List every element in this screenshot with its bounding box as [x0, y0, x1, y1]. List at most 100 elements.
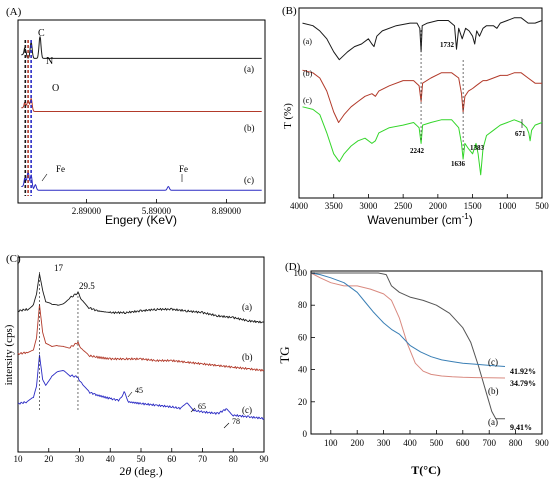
panel-c-annotation-65: 65: [198, 402, 206, 411]
panel-c-45-arrow: [127, 391, 133, 398]
panel-c-annotation-17: 17: [54, 263, 64, 273]
panel-d-xtick-label: 500: [430, 438, 444, 448]
panel-c-series-b-line: [17, 304, 265, 372]
panel-b-annotation-1732: 1732: [440, 41, 455, 49]
panel-c-78-arrow: [223, 422, 230, 429]
panel-b-xtick-label: 1500: [464, 201, 483, 211]
panel-c-y-axis-label: intersity (cps): [3, 324, 15, 385]
panel-d-x-axis-label: T(°C): [411, 463, 440, 477]
panel-b-series-a-label: (a): [303, 37, 312, 46]
panel-b-series-c-line: [302, 106, 543, 176]
panel-a-x-axis-label: Engery (KeV): [105, 213, 177, 227]
panel-a-frame: [17, 19, 266, 204]
panel-c-series-a-label: (a): [242, 302, 252, 312]
panel-c-annotation-78: 78: [232, 417, 240, 426]
panel-d-xtick-label: 900: [535, 438, 549, 448]
panel-c-xtick-label: 60: [167, 454, 177, 464]
panel-c-65-arrow: [190, 407, 196, 413]
panel-a-label: (A): [6, 6, 22, 18]
panel-b-x-axis-label: Wavenumber (cm-1): [367, 212, 472, 227]
panel-a-n-annotation: N: [46, 56, 53, 67]
panel-d-xtick-label: 300: [377, 438, 391, 448]
panel-d-series-b-line: [310, 272, 506, 379]
panel-b-series-b-label: (b): [303, 69, 313, 78]
panel-b-xtick-label: 2000: [429, 201, 448, 211]
panel-d-ticks: 100 200 300 400 500 600 700 800 900 0 20 40 60 80 100: [294, 268, 550, 448]
panel-d-ytick-label: 20: [298, 397, 308, 407]
panel-d-ytick-label: 80: [298, 300, 308, 310]
panel-d-plot: [310, 272, 506, 420]
panel-a: (A) 2.89000 5.89000 8.89000 (a) (b) (c) C …: [6, 6, 266, 227]
panel-d-frame: [310, 270, 543, 435]
panel-b-series-b-line: [302, 69, 542, 123]
panel-a-series-c-line: [21, 171, 262, 191]
panel-b-xtick-label: 1000: [498, 201, 517, 211]
panel-a-series-b-label: (b): [244, 123, 255, 133]
panel-d-xtick-label: 800: [509, 438, 523, 448]
panel-a-series-a-label: (a): [244, 64, 254, 74]
panel-d-xtick-label: 400: [403, 438, 417, 448]
panel-c-xtick-label: 80: [229, 454, 239, 464]
panel-c-series-c-label: (c): [242, 405, 252, 415]
panel-d-xtick-label: 200: [350, 438, 364, 448]
panel-b-annotation-2242: 2242: [410, 147, 425, 155]
panel-a-xtick-label: 2.89000: [72, 206, 102, 216]
panel-c: (C) 10 20 30 40 50 60 70 80 90 intersity (cps) (…: [3, 253, 269, 478]
panel-c-plot: [17, 272, 265, 420]
panel-d-xtick-label: 600: [456, 438, 470, 448]
panel-c-label: (C): [6, 253, 21, 265]
panel-d-xtick-label: 100: [324, 438, 338, 448]
panel-d-series-c-label: (c): [488, 357, 498, 367]
panel-d-y-axis-label: TG: [277, 346, 292, 363]
panel-c-xtick-label: 30: [75, 454, 85, 464]
panel-d-residue-b: 34.79%: [510, 379, 536, 388]
panel-c-xtick-label: 50: [137, 454, 147, 464]
panel-a-xticks: 2.89000 5.89000 8.89000: [72, 199, 242, 216]
panel-c-annotation-29-5: 29.5: [79, 281, 95, 291]
panel-a-series-c-label: (c): [244, 175, 254, 185]
panel-d-series-b-label: (b): [488, 386, 499, 396]
panel-d-residue-c: 41.92%: [510, 367, 536, 376]
panel-c-xtick-label: 90: [260, 454, 270, 464]
panel-b: (B) 4000 3500 3000 2500 2000 1500 1000 500 T (%…: [282, 5, 549, 227]
panel-a-xtick-label: 5.89000: [142, 206, 172, 216]
panel-d-series-a-label: (a): [488, 417, 498, 427]
panel-d-ytick-label: 60: [298, 332, 308, 342]
panel-a-fe2-annotation: Fe: [179, 164, 188, 174]
panel-c-frame: [17, 256, 265, 453]
panel-b-xtick-label: 4000: [290, 201, 309, 211]
panel-c-series-b-label: (b): [242, 352, 253, 362]
panel-d-label: (D): [285, 261, 301, 273]
panel-b-xticks: 4000 3500 3000 2500 2000 1500 1000 500: [290, 194, 549, 211]
panel-d-ytick-label: 100: [294, 268, 308, 278]
panel-b-series-a-line: [302, 17, 543, 61]
panel-a-plot: [21, 36, 262, 196]
panel-b-xtick-label: 3000: [359, 201, 378, 211]
panel-a-c-annotation: C: [38, 28, 45, 39]
panel-b-plot: [302, 17, 543, 176]
panel-a-series-a-line: [21, 36, 262, 59]
panel-b-label: (B): [282, 5, 297, 17]
panel-d-ytick-label: 40: [298, 365, 308, 375]
panel-c-xtick-label: 40: [106, 454, 116, 464]
panel-c-xtick-label: 20: [44, 454, 54, 464]
panel-c-annotation-45: 45: [135, 386, 143, 395]
panel-d-series-a-line: [311, 272, 505, 420]
panel-b-xtick-label: 2500: [394, 201, 413, 211]
panel-c-xtick-label: 10: [14, 454, 24, 464]
panel-a-xtick-label: 8.89000: [212, 206, 242, 216]
panel-c-x-axis-label: 2θ (deg.): [119, 464, 162, 478]
panel-b-y-axis-label: T (%): [282, 103, 294, 129]
panel-a-series-b-line: [21, 97, 262, 112]
panel-b-series-c-label: (c): [303, 96, 312, 105]
panel-d: (D) 100 200 300 400 500 600 700 800 900 0 20 40 60 80…: [277, 261, 549, 477]
panel-d-series-c-line: [310, 272, 506, 367]
panel-b-frame: [298, 7, 543, 199]
panel-a-fe1-arrow: [41, 173, 48, 182]
panel-c-series-a-line: [17, 273, 265, 324]
panel-b-xtick-label: 500: [535, 201, 549, 211]
panel-a-fe1-annotation: Fe: [56, 164, 65, 174]
panel-c-xticks: 10 20 30 40 50 60 70 80 90: [14, 448, 270, 464]
panel-c-series-c-line: [17, 354, 265, 420]
